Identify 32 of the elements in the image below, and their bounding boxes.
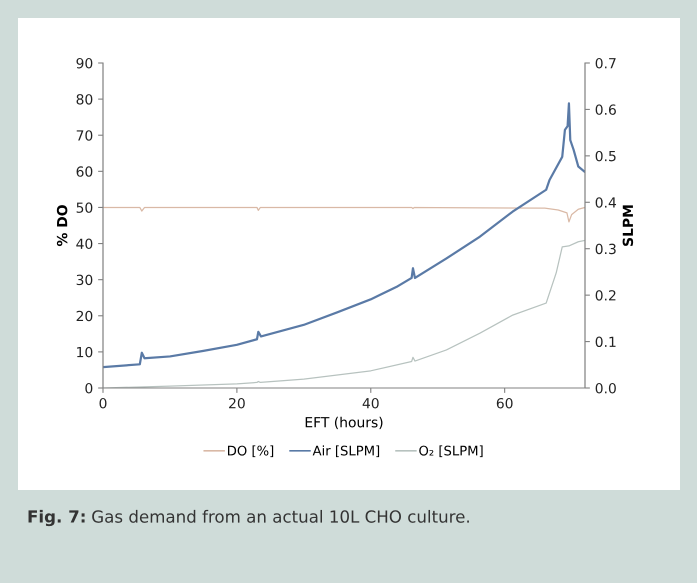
y2-tick-label: 0.3 <box>596 244 616 254</box>
caption: Fig. 7: <box>28 510 85 526</box>
y-tick-label: 70 <box>76 130 92 141</box>
legend-label: DO [%] <box>228 445 274 458</box>
text: Gas demand from an actual 10L CHO culture. <box>92 510 469 523</box>
y2-axis-title: SLPM <box>622 205 634 246</box>
y2-tick-label: 0.5 <box>596 150 616 162</box>
y2-tick-label: 0.1 <box>596 336 616 348</box>
y-tick-label: 80 <box>76 94 92 105</box>
x-tick-label: 40 <box>362 398 379 408</box>
y-tick-label: 50 <box>76 202 92 213</box>
legend-label: Air [SLPM] <box>312 445 380 458</box>
y-tick-label: 90 <box>76 58 92 68</box>
x-axis-title: EFT (hours) <box>306 416 382 430</box>
y-tick-label: 10 <box>77 346 92 358</box>
y2-tick-label: 0.2 <box>596 290 616 301</box>
y-tick-label: 0 <box>85 382 92 394</box>
y2-tick-label: 0.4 <box>596 197 616 208</box>
y2-tick-label: 0.7 <box>596 58 616 68</box>
y2-tick-label: 0.6 <box>596 104 616 115</box>
y-tick-label: 40 <box>76 238 92 250</box>
y-tick-label: 20 <box>76 310 92 322</box>
y-tick-label: 60 <box>76 166 92 177</box>
line-series <box>103 102 585 368</box>
x-tick-label: 20 <box>229 398 245 408</box>
line-series <box>103 206 585 223</box>
x-tick-label: 60 <box>496 398 513 408</box>
x-tick-label: 0 <box>99 398 106 408</box>
legend-label: O₂ [SLPM] <box>419 445 483 458</box>
y-tick-label: 30 <box>76 274 92 286</box>
y2-tick-label: 0.0 <box>596 382 616 394</box>
y-axis-title: % DO <box>56 205 68 246</box>
